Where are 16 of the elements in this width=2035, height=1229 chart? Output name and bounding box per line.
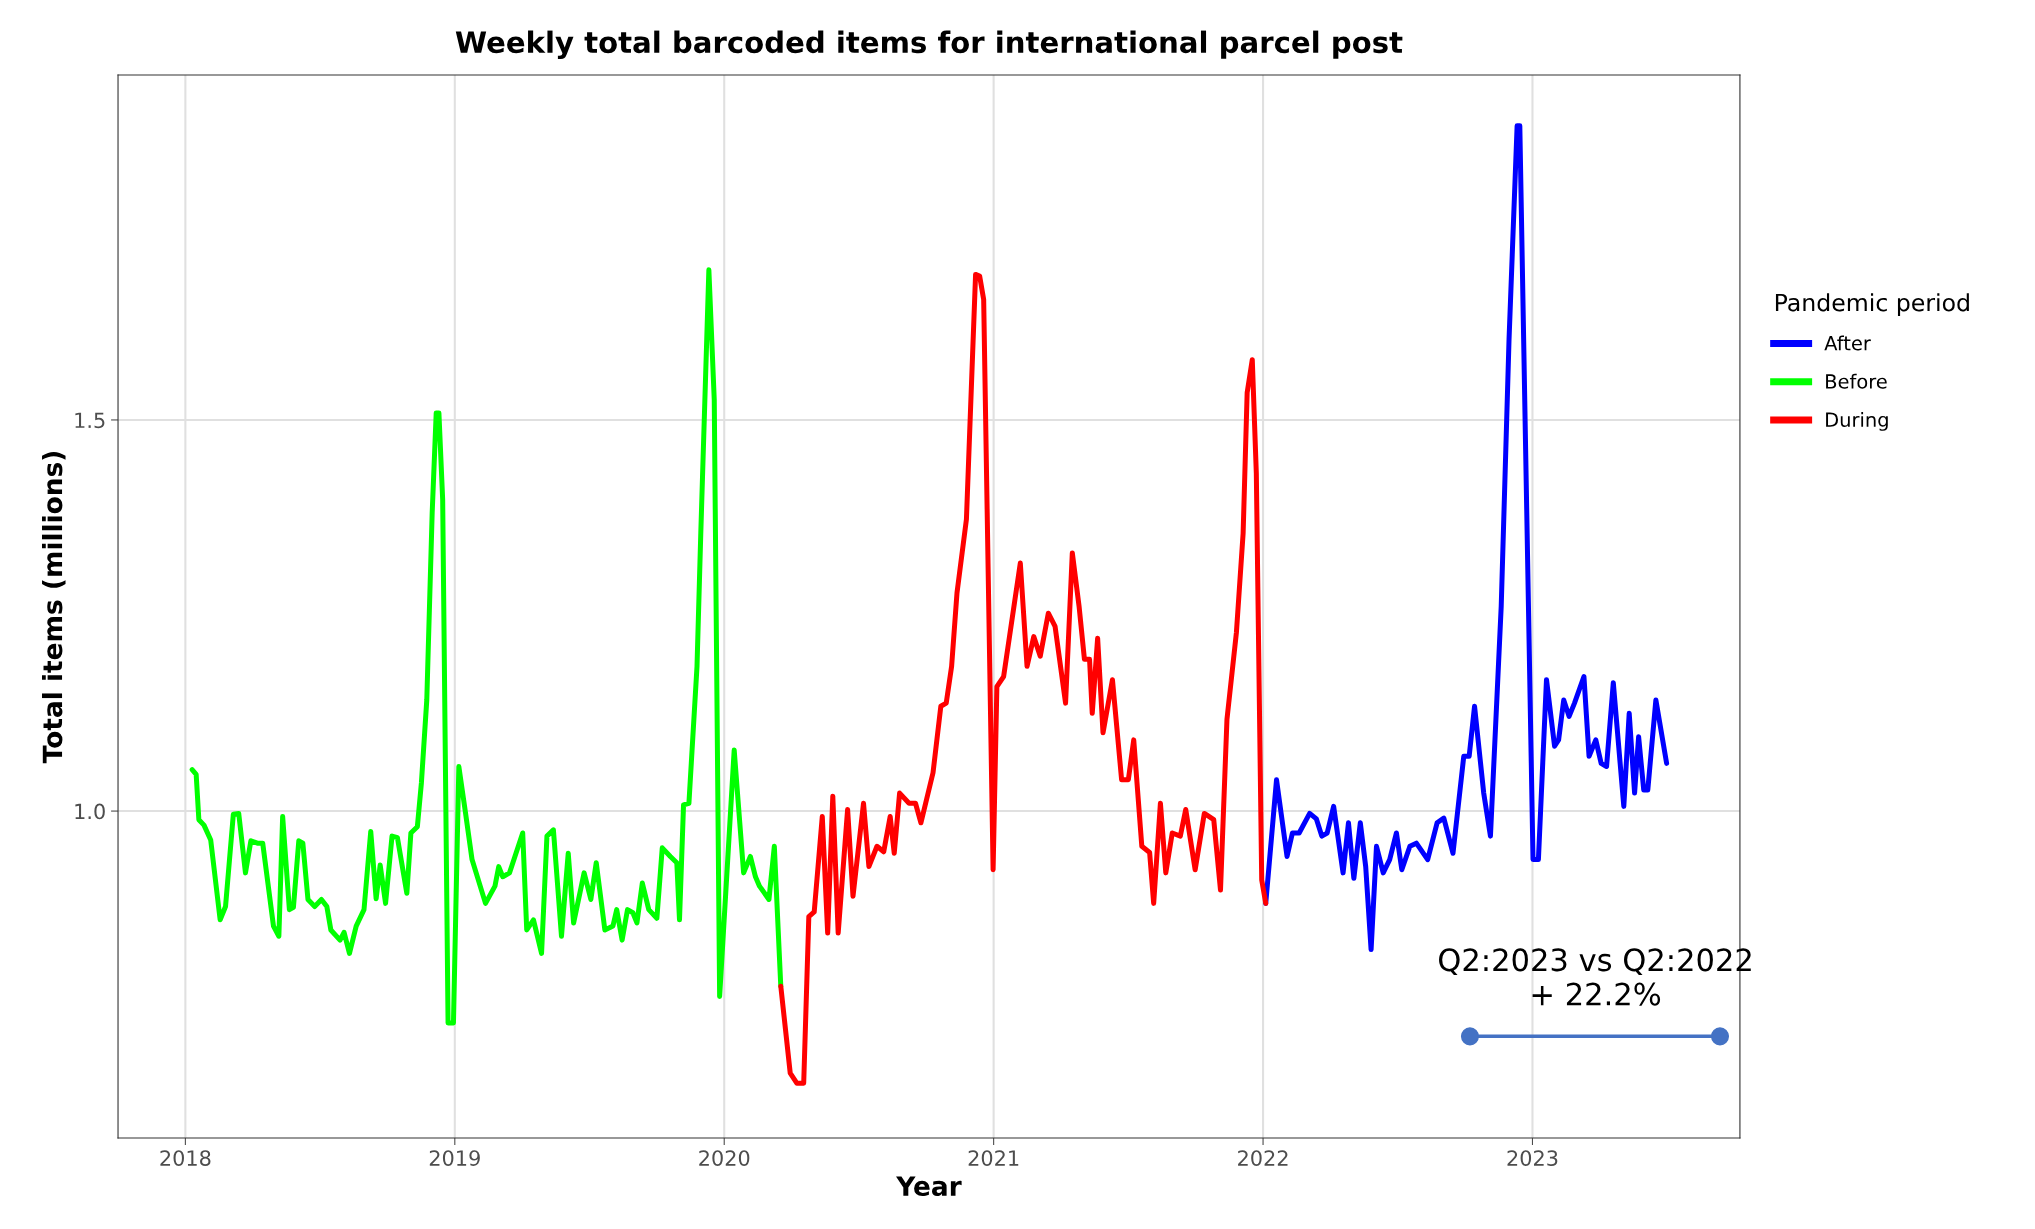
y-axis-title: Total items (millions) — [42, 451, 66, 764]
annotation: Q2:2023 vs Q2:2022 + 22.2% — [1439, 948, 1751, 1006]
legend-label: Before — [1826, 373, 1887, 389]
x-tick-label: 2023 — [1507, 1150, 1558, 1166]
chart-title: Weekly total barcoded items for international parcel post — [455, 30, 1403, 60]
x-tick-label: 2019 — [429, 1150, 480, 1166]
x-tick-label: 2021 — [968, 1150, 1019, 1166]
y-tick-label: 1.5 — [75, 412, 105, 429]
x-tick-label: 2018 — [160, 1150, 211, 1166]
x-tick-label: 2022 — [1238, 1150, 1288, 1166]
x-axis-title: Year — [896, 1176, 962, 1196]
legend-label: During — [1826, 412, 1888, 431]
x-tick-label: 2020 — [699, 1150, 750, 1166]
y-tick-label: 1.0 — [75, 803, 105, 820]
legend-label: After — [1824, 335, 1871, 351]
legend-title: Pandemic period — [1775, 293, 1969, 317]
